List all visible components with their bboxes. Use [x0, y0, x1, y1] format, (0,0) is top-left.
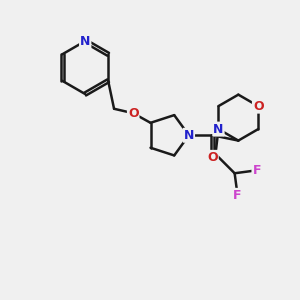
Text: N: N — [184, 129, 194, 142]
Text: F: F — [233, 189, 242, 202]
Text: O: O — [128, 107, 139, 120]
Text: O: O — [207, 151, 218, 164]
Text: N: N — [80, 34, 90, 48]
Text: O: O — [253, 100, 263, 112]
Text: N: N — [213, 123, 224, 136]
Text: F: F — [253, 164, 261, 177]
